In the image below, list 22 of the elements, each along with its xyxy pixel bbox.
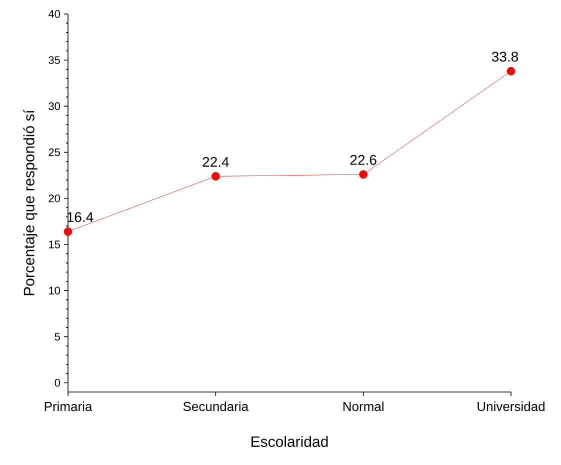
point [506,66,516,76]
x-tick-label: Universidad [478,402,544,412]
point [211,172,220,180]
y-tick-label: 25 [48,148,60,156]
y-tick-label: 0 [54,378,60,387]
y-tick-label: 5 [54,332,60,341]
y-tick-label: 15 [49,240,60,248]
data-label: 33.8 [492,52,518,62]
x-axis-title: Escolaridad [252,436,328,447]
y-tick-label: 20 [48,194,60,202]
x-tick-label: Secundaria [183,402,249,412]
point [359,170,368,179]
y-axis-title: Porcentaje que respondió sí [23,110,38,296]
x-tick-label: Primaria [44,402,92,412]
y-tick-label: 35 [48,56,60,64]
y-tick-label: 40 [48,10,60,18]
data-label: 22.4 [202,156,229,167]
point [64,227,72,236]
data-label: 22.6 [350,154,376,165]
y-tick-label: 10 [49,286,60,294]
x-tick-label: Normal [343,402,384,412]
y-tick-label: 30 [48,102,60,110]
